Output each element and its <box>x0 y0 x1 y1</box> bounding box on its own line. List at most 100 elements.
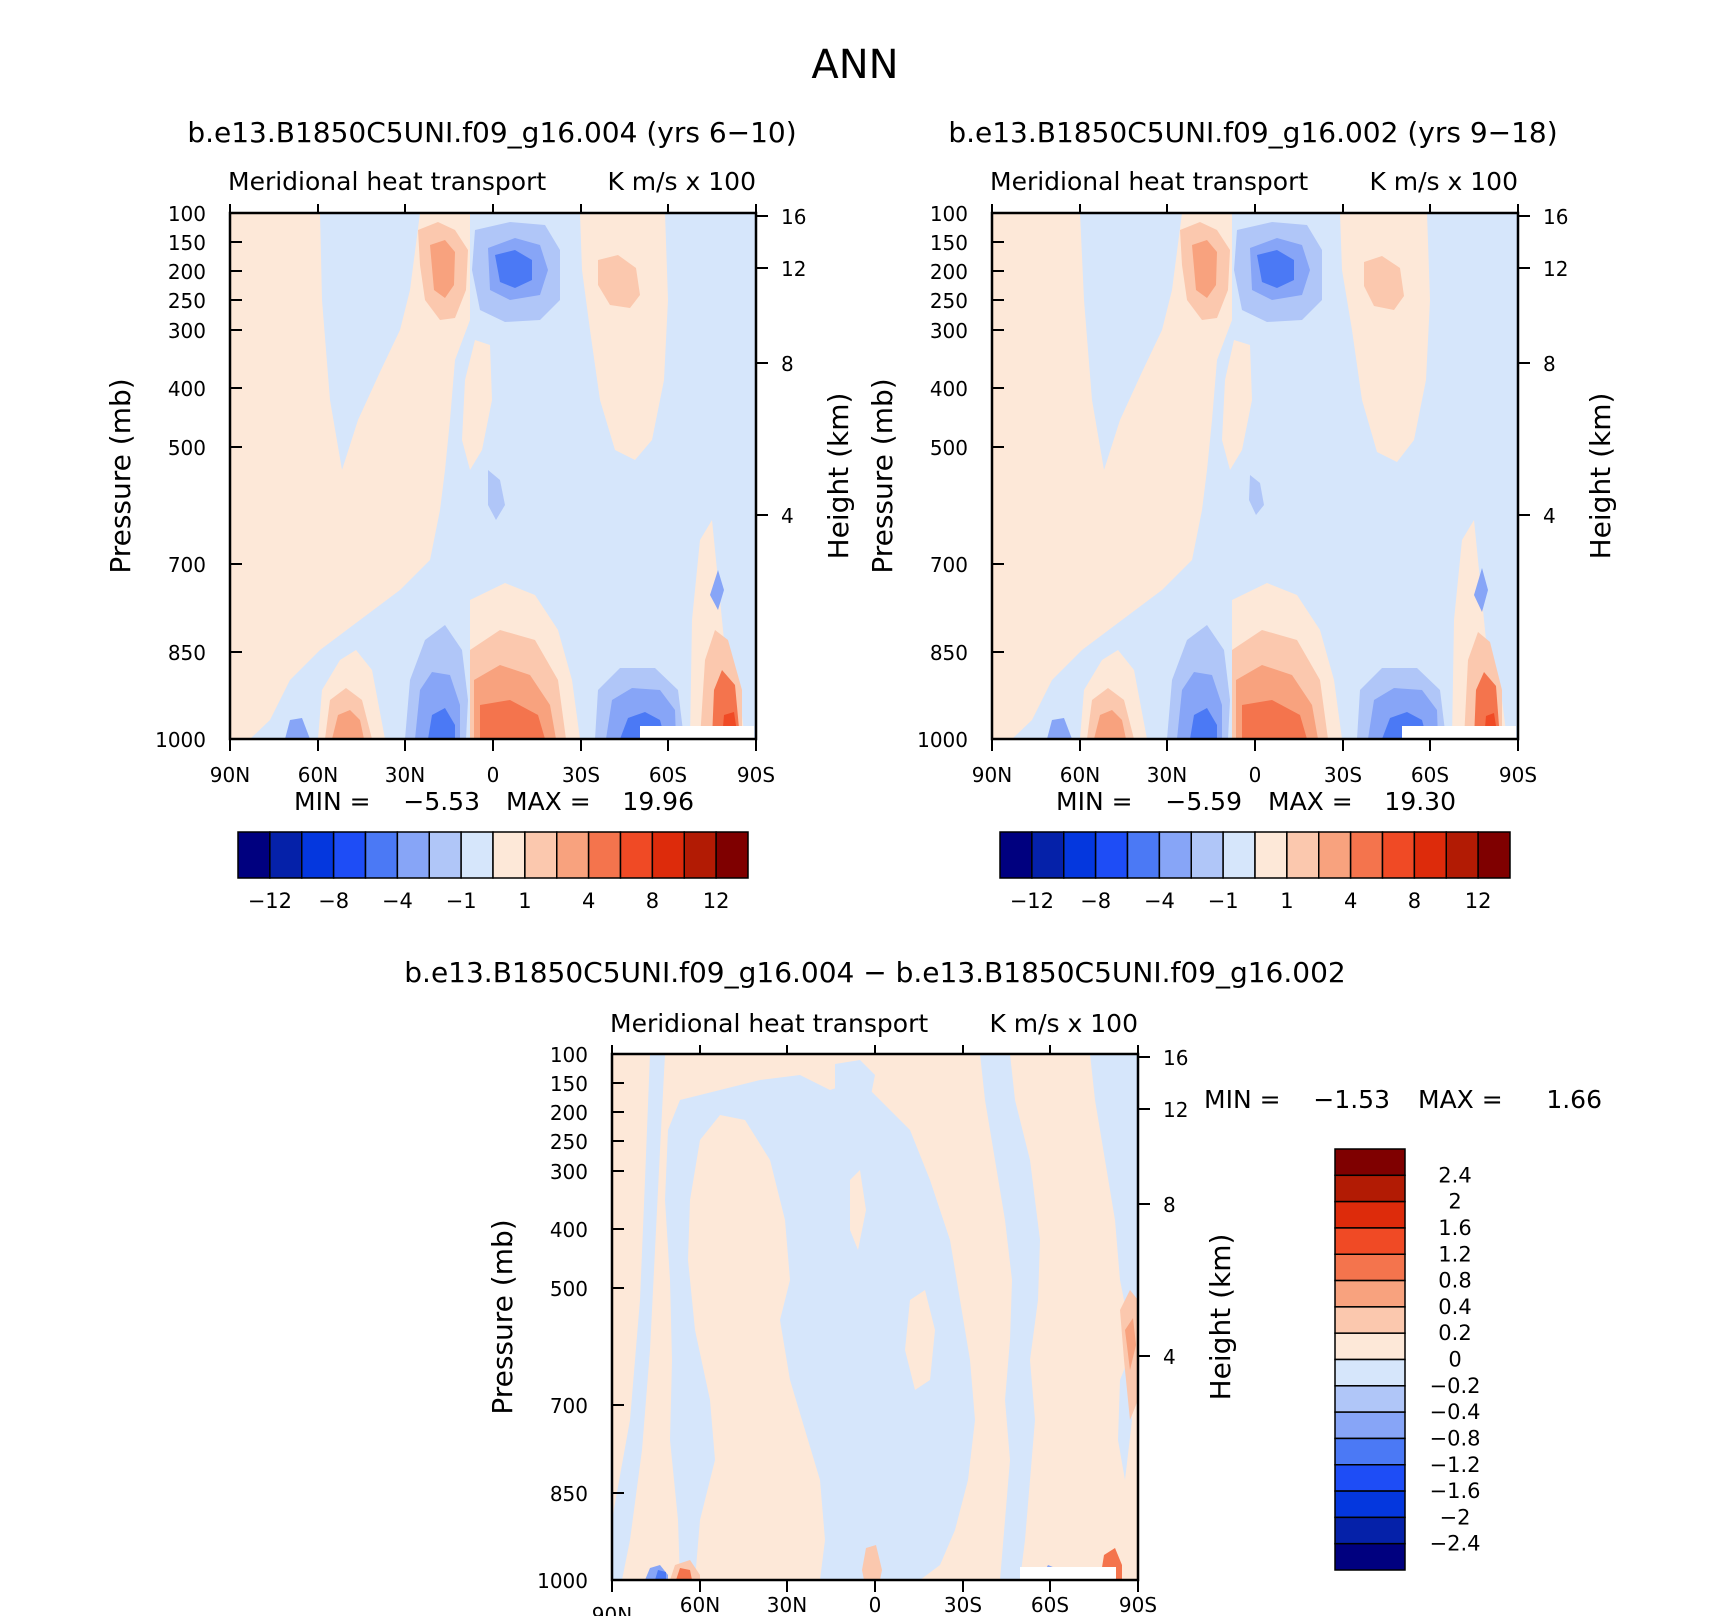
colorbar-box <box>1413 831 1447 879</box>
height-tick-label: 12 <box>1163 1098 1188 1122</box>
colorbar-box <box>1031 831 1065 879</box>
colorbar-label: 4 <box>1344 889 1357 913</box>
height-tick-label: 8 <box>781 352 794 376</box>
colorbar-box <box>1254 831 1288 879</box>
height-tick-label: 16 <box>1163 1046 1188 1070</box>
colorbar-box <box>492 831 526 879</box>
colorbar-label: 1.6 <box>1438 1216 1471 1240</box>
max-label: MAX = <box>506 787 591 816</box>
colorbar-box <box>1094 831 1129 879</box>
colorbar-box <box>587 831 622 879</box>
x-tick-label: 90N <box>972 763 1012 787</box>
right-string: K m/s x 100 <box>1369 167 1518 196</box>
colorbar-box <box>1334 1437 1406 1466</box>
y-tick-label: 250 <box>550 1130 588 1154</box>
colorbar-label: 8 <box>646 889 659 913</box>
x-tick-label: 0 <box>487 763 500 787</box>
axis-ticks <box>991 204 1530 751</box>
y-tick-label: 850 <box>168 641 206 665</box>
y-tick-label: 1000 <box>537 1569 588 1593</box>
colorbar-label: −2.4 <box>1430 1532 1481 1556</box>
colorbar-label: 12 <box>1465 889 1492 913</box>
colorbar-box <box>1334 1411 1406 1440</box>
max-value: 19.30 <box>1384 787 1456 816</box>
min-label: MIN = <box>294 787 371 816</box>
x-tick-label: 90S <box>1499 763 1537 787</box>
min-label: MIN = <box>1056 787 1133 816</box>
height-tick-label: 8 <box>1543 352 1556 376</box>
colorbar-label: −8 <box>318 889 349 913</box>
y-axis-label: Pressure (mb) <box>486 1219 519 1414</box>
colorbar-box <box>1334 1200 1406 1229</box>
panel-title: b.e13.B1850C5UNI.f09_g16.004 − b.e13.B18… <box>404 956 1345 989</box>
max-value: 1.66 <box>1546 1085 1602 1114</box>
x-tick-label: 90S <box>1119 1593 1157 1616</box>
colorbar-box <box>556 831 590 879</box>
panel-left: b.e13.B1850C5UNI.f09_g16.004 (yrs 6−10) … <box>104 116 855 913</box>
y-tick-label: 400 <box>168 377 206 401</box>
colorbar-label: −0.4 <box>1430 1400 1481 1424</box>
colorbar-box <box>1334 1306 1406 1334</box>
colorbar-box <box>619 831 654 879</box>
height-tick-label: 12 <box>1543 257 1568 281</box>
y-tick-label: 700 <box>550 1394 588 1418</box>
colorbar-label: 4 <box>582 889 595 913</box>
colorbar-label: −4 <box>1144 889 1175 913</box>
colorbar-box <box>683 831 717 879</box>
y-tick-label: 300 <box>550 1160 588 1184</box>
y-tick-label: 200 <box>550 1101 588 1125</box>
x-tick-label: 30S <box>562 763 600 787</box>
height-tick-label: 4 <box>1543 504 1556 528</box>
colorbar-label: 2.4 <box>1438 1163 1471 1187</box>
height-tick-label: 16 <box>1543 205 1568 229</box>
height-tick-label: 16 <box>781 205 806 229</box>
colorbar-box <box>1334 1385 1406 1413</box>
colorbar-box <box>396 831 430 879</box>
colorbar-box <box>1286 831 1320 879</box>
y-tick-label: 500 <box>550 1277 588 1301</box>
colorbar-label: −1 <box>1208 889 1239 913</box>
colorbar-box <box>1334 1174 1406 1203</box>
y-axis-label: Pressure (mb) <box>104 378 137 573</box>
colorbar-box <box>1334 1253 1406 1282</box>
x-tick-label: 60N <box>1060 763 1100 787</box>
colorbar-label: 8 <box>1408 889 1421 913</box>
colorbar-label: 0.2 <box>1438 1321 1471 1345</box>
y-tick-label: 1000 <box>155 728 206 752</box>
max-label: MAX = <box>1268 787 1353 816</box>
x-tick-label: 0 <box>869 1593 882 1616</box>
y-tick-label: 500 <box>168 436 206 460</box>
y-tick-label: 100 <box>930 202 968 226</box>
colorbar-box <box>1334 1279 1406 1308</box>
height-tick-label: 12 <box>781 257 806 281</box>
colorbar-box <box>1445 831 1479 879</box>
colorbar-label: −2 <box>1440 1505 1471 1529</box>
colorbar-box <box>524 831 558 879</box>
colorbar: 2.4 21.61.2 0.80.40.2 0−0.2−0.4−0.8 −1.2−1.6… <box>1334 1148 1481 1571</box>
colorbar-box <box>1063 831 1097 879</box>
colorbar-box <box>1158 831 1192 879</box>
colorbar-label: −8 <box>1080 889 1111 913</box>
colorbar: −12 −8 −4 −1 1 4 8 12 <box>237 831 749 913</box>
x-tick-label: 30S <box>1324 763 1362 787</box>
colorbar-label: −12 <box>1010 889 1054 913</box>
left-string: Meridional heat transport <box>228 167 546 196</box>
max-value: 19.96 <box>622 787 694 816</box>
min-value: −1.53 <box>1313 1085 1390 1114</box>
axis-ticks <box>229 204 768 751</box>
colorbar-box <box>1334 1516 1406 1545</box>
y-tick-label: 1000 <box>917 728 968 752</box>
height-tick-label: 4 <box>1163 1345 1176 1369</box>
x-tick-label: 60N <box>680 1593 720 1616</box>
height-axis-label: Height (km) <box>1204 1234 1237 1401</box>
colorbar-box <box>301 831 335 879</box>
contour-field <box>230 213 756 739</box>
min-value: −5.59 <box>1165 787 1242 816</box>
y-tick-label: 150 <box>930 231 968 255</box>
min-label: MIN = <box>1204 1085 1281 1114</box>
colorbar-box <box>1381 831 1416 879</box>
colorbar-label: 12 <box>703 889 730 913</box>
colorbar-label: −0.8 <box>1430 1426 1481 1450</box>
x-tick-label: 90S <box>737 763 775 787</box>
right-string: K m/s x 100 <box>607 167 756 196</box>
